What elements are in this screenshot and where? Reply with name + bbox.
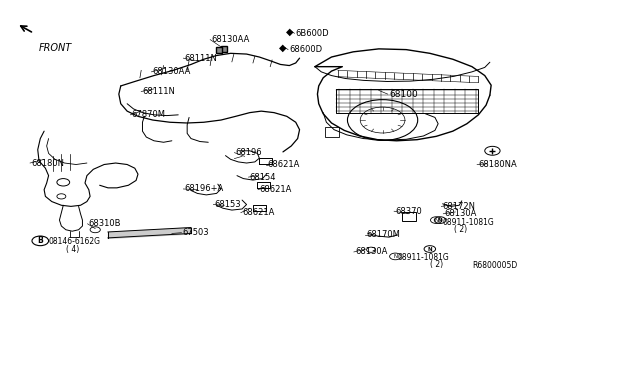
Text: 68130A: 68130A [355,247,387,256]
Text: 6B600D: 6B600D [296,29,330,38]
Bar [325,127,339,137]
Text: 68180NA: 68180NA [478,160,517,169]
Text: 68170M: 68170M [366,230,400,240]
Text: N: N [434,218,438,222]
Text: 67503: 67503 [182,228,209,237]
Text: 68370: 68370 [396,207,422,216]
Text: 68600D: 68600D [289,45,323,54]
Text: ◆: ◆ [279,43,287,53]
Text: 68172N: 68172N [443,202,476,211]
Text: ( 2): ( 2) [430,260,443,269]
Text: 68153: 68153 [214,200,241,209]
Text: 68196+A: 68196+A [184,185,224,193]
Text: 68130AA: 68130AA [211,35,250,44]
Text: 08911-1081G: 08911-1081G [443,218,494,227]
Text: 68111N: 68111N [184,54,218,62]
Text: N: N [438,218,442,222]
Text: 08146-6162G: 08146-6162G [49,237,100,246]
Text: FRONT: FRONT [39,43,72,53]
Text: N: N [394,254,397,259]
Text: B: B [37,236,43,246]
Bar [402,212,416,221]
Text: N: N [428,247,432,251]
Text: 68180N: 68180N [31,158,65,167]
Text: 68310B: 68310B [89,219,122,228]
Text: 68621A: 68621A [242,208,275,217]
Text: 68621A: 68621A [259,185,292,194]
Text: ◆: ◆ [286,27,294,37]
Text: 68621A: 68621A [268,160,300,169]
Text: ( 4): ( 4) [66,244,79,253]
Text: 68111N: 68111N [143,87,175,96]
Text: 68196: 68196 [236,148,262,157]
Text: 08911-1081G: 08911-1081G [398,253,450,262]
Text: 68154: 68154 [250,173,276,182]
Text: 68130AA: 68130AA [153,67,191,76]
Text: 68130A: 68130A [445,209,477,218]
Text: ( 2): ( 2) [454,225,467,234]
Text: R6800005D: R6800005D [472,261,517,270]
Text: 68100: 68100 [389,90,418,99]
Text: 67870M: 67870M [132,110,166,119]
